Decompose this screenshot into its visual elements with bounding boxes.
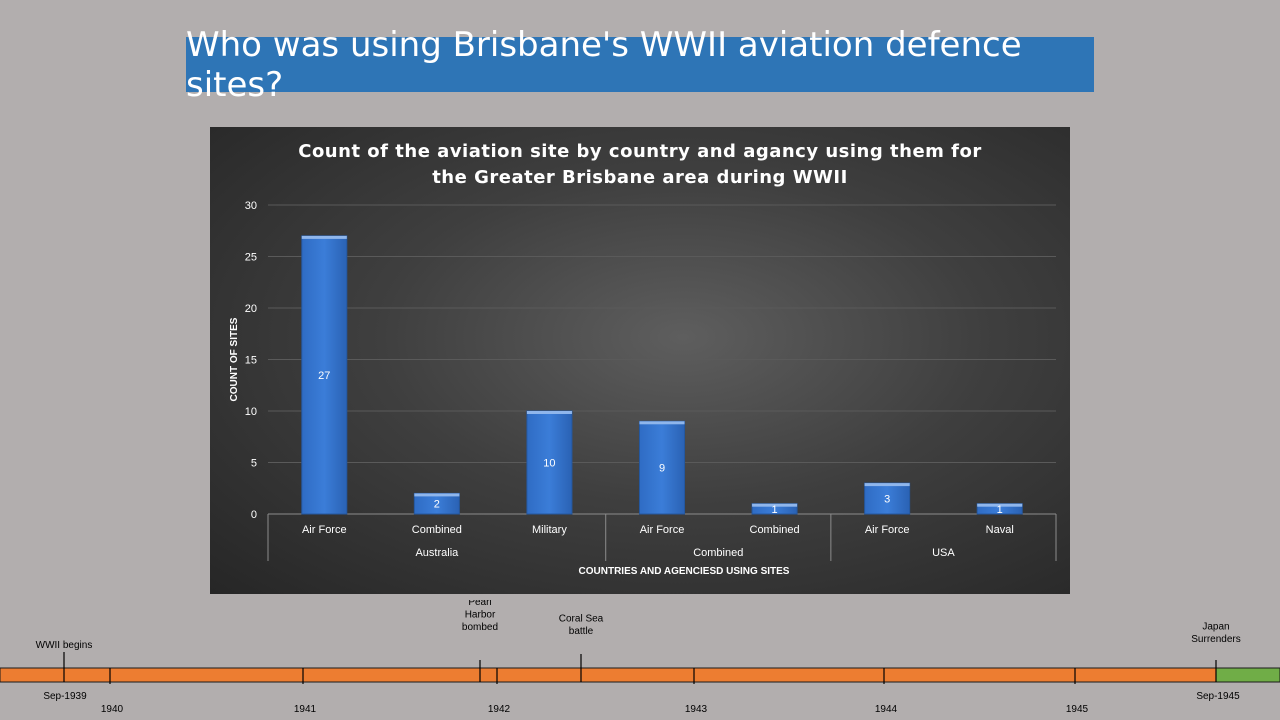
data-label: 2 xyxy=(434,499,440,511)
data-label: 1 xyxy=(997,504,1003,516)
data-label: 3 xyxy=(884,494,890,506)
x-tick-label: Naval xyxy=(986,524,1014,536)
data-label: 10 xyxy=(543,458,555,470)
data-label: 1 xyxy=(772,504,778,516)
x-tick-label: Combined xyxy=(412,524,462,536)
year-label: 1942 xyxy=(488,704,511,715)
bar xyxy=(301,235,348,515)
group-label: Combined xyxy=(693,547,743,559)
y-tick-label: 20 xyxy=(245,303,257,315)
bar-top xyxy=(526,411,572,414)
y-tick-label: 15 xyxy=(245,355,257,367)
bar-chart: Count of the aviation site by country an… xyxy=(229,141,1057,577)
event-label: Pearl xyxy=(468,600,491,608)
chart-title: Count of the aviation site by country an… xyxy=(298,141,982,162)
x-tick-label: Combined xyxy=(750,524,800,536)
end-label: Sep-1945 xyxy=(1196,691,1240,702)
ww2-timeline: 1940 1941 1942 1943 1944 1945 Sep-1939 Sep-1945… xyxy=(0,600,1280,715)
bar-top xyxy=(864,483,910,487)
bar xyxy=(638,420,686,515)
x-tick-label: Air Force xyxy=(640,524,685,536)
bar-top xyxy=(977,503,1023,507)
year-label: 1943 xyxy=(685,704,708,715)
x-tick-label: Air Force xyxy=(865,524,910,536)
y-tick-label: 25 xyxy=(245,252,257,264)
year-label: 1944 xyxy=(875,704,898,715)
event-label: bombed xyxy=(462,622,498,633)
data-label: 27 xyxy=(318,370,330,382)
x-tick-label: Air Force xyxy=(302,524,347,536)
y-axis-label: COUNT OF SITES xyxy=(229,317,240,401)
page-title: Who was using Brisbane's WWII aviation d… xyxy=(186,25,1094,105)
x-tick-label: Military xyxy=(532,524,567,536)
bar-top xyxy=(639,421,685,425)
bar-top xyxy=(301,235,347,239)
bar-top xyxy=(414,493,460,497)
start-label: Sep-1939 xyxy=(43,691,87,702)
chart-title: the Greater Brisbane area during WWII xyxy=(432,167,848,188)
timeline-bar xyxy=(0,667,1217,683)
year-label: 1940 xyxy=(101,704,124,715)
bar xyxy=(526,410,573,515)
event-label: WWII begins xyxy=(36,640,93,651)
x-axis-label: COUNTRIES AND AGENCIESD USING SITES xyxy=(579,566,790,577)
y-tick-label: 5 xyxy=(251,458,257,470)
y-tick-label: 30 xyxy=(245,200,257,212)
group-label: Australia xyxy=(415,547,459,559)
event-label: Japan xyxy=(1202,622,1229,633)
chart-panel: Count of the aviation site by country an… xyxy=(210,127,1070,594)
event-label: battle xyxy=(569,626,594,637)
event-label: Surrenders xyxy=(1191,634,1240,645)
group-label: USA xyxy=(932,547,955,559)
y-tick-label: 10 xyxy=(245,406,257,418)
event-label: Coral Sea xyxy=(559,614,604,625)
year-label: 1941 xyxy=(294,704,317,715)
timeline-end-segment xyxy=(1215,667,1280,683)
event-label: Harbor xyxy=(465,610,496,621)
year-label: 1945 xyxy=(1066,704,1089,715)
y-tick-label: 0 xyxy=(251,509,257,521)
data-label: 9 xyxy=(659,463,665,475)
bar-top xyxy=(752,503,798,507)
